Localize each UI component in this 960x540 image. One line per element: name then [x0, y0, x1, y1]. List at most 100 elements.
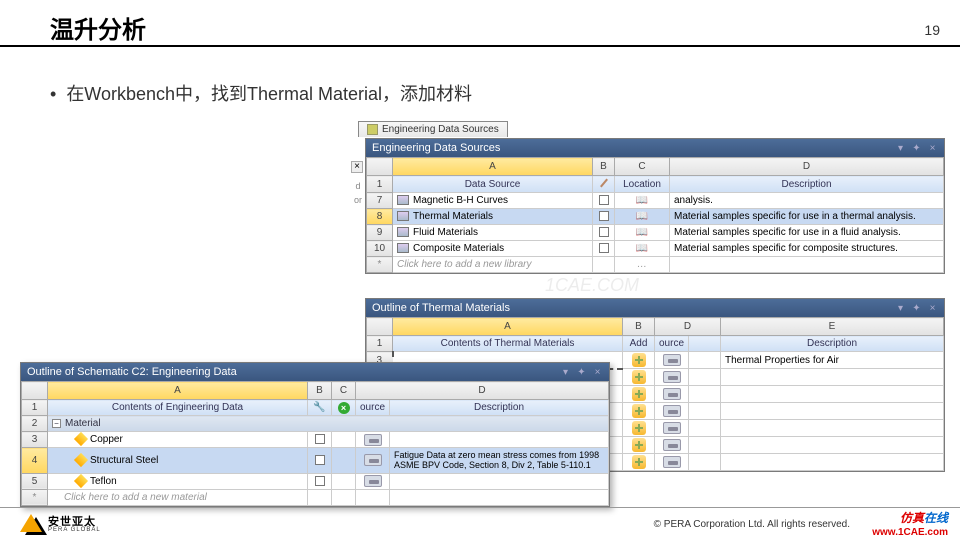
material-icon — [74, 474, 88, 488]
checkbox[interactable] — [315, 476, 325, 486]
add-icon[interactable] — [632, 455, 646, 469]
bullet-dot: • — [50, 84, 56, 105]
watermark-brand: 仿真在线 — [900, 509, 948, 526]
hdr-source: ource — [655, 336, 689, 352]
logo-triangle-icon — [20, 514, 42, 532]
schematic-window: Outline of Schematic C2: Engineering Dat… — [20, 362, 610, 507]
slide-title: 温升分析 — [50, 10, 146, 45]
source-icon — [663, 456, 681, 468]
source-icon — [663, 422, 681, 434]
book-icon — [397, 243, 409, 253]
close-icon[interactable]: × — [351, 161, 363, 173]
footer-logo: 安世亚太 PERA GLOBAL — [20, 513, 101, 533]
source-icon — [663, 405, 681, 417]
col-a[interactable]: A — [48, 382, 308, 400]
col-b[interactable]: B — [308, 382, 332, 400]
source-icon — [364, 475, 382, 487]
col-d[interactable]: D — [356, 382, 609, 400]
bullet-line: • 在Workbench中，找到Thermal Material，添加材料 — [50, 80, 472, 106]
hdr-desc: Description — [390, 400, 609, 416]
checkbox[interactable] — [315, 455, 325, 465]
add-icon[interactable] — [632, 353, 646, 367]
col-e[interactable]: E — [721, 318, 944, 336]
sch-header: Outline of Schematic C2: Engineering Dat… — [21, 363, 609, 381]
eds-header: Engineering Data Sources ▾ ✦ × — [366, 139, 944, 157]
add-icon[interactable] — [632, 370, 646, 384]
eds-tab[interactable]: Engineering Data Sources — [358, 121, 508, 137]
page-number: 19 — [924, 22, 940, 38]
eds-row-10[interactable]: 10Composite Materials📖Material samples s… — [367, 241, 944, 257]
pin-icon[interactable]: ✦ — [911, 303, 922, 314]
add-material[interactable]: *Click here to add a new material — [22, 489, 609, 505]
book-icon — [397, 211, 409, 221]
checkbox[interactable] — [599, 195, 609, 205]
dropdown-icon[interactable]: ▾ — [895, 143, 906, 154]
otm-header: Outline of Thermal Materials ▾ ✦ × — [366, 299, 944, 317]
source-icon — [364, 454, 382, 466]
add-icon[interactable] — [632, 438, 646, 452]
source-icon — [663, 388, 681, 400]
eds-row-7[interactable]: 7Magnetic B-H Curves📖analysis. — [367, 193, 944, 209]
material-icon — [74, 453, 88, 467]
add-icon[interactable] — [632, 387, 646, 401]
copyright: © PERA Corporation Ltd. All rights reser… — [654, 519, 850, 530]
source-icon — [663, 371, 681, 383]
material-section[interactable]: 2−Material — [22, 416, 609, 432]
tab-icon — [367, 124, 378, 135]
hdr-desc: Description — [721, 336, 944, 352]
material-icon — [74, 432, 88, 446]
material-structural-steel[interactable]: 4Structural SteelFatigue Data at zero me… — [22, 448, 609, 474]
pencil-icon — [597, 177, 611, 191]
col-c[interactable]: C — [615, 158, 670, 176]
close-icon[interactable]: × — [592, 367, 603, 378]
eds-title: Engineering Data Sources — [372, 142, 500, 154]
col-a[interactable]: A — [393, 158, 593, 176]
close-icon[interactable]: × — [927, 143, 938, 154]
eds-row-9[interactable]: 9Fluid Materials📖Material samples specif… — [367, 225, 944, 241]
pin-icon[interactable]: ✦ — [576, 367, 587, 378]
watermark-url: www.1CAE.com — [872, 527, 948, 538]
col-d[interactable]: D — [655, 318, 721, 336]
dropdown-icon[interactable]: ▾ — [560, 367, 571, 378]
eds-add-library[interactable]: *Click here to add a new library… — [367, 257, 944, 273]
hdr-contents: Contents of Thermal Materials — [393, 336, 623, 352]
delete-icon[interactable]: × — [338, 402, 350, 414]
collapse-icon[interactable]: − — [52, 419, 61, 428]
book-icon — [397, 227, 409, 237]
otm-title: Outline of Thermal Materials — [372, 302, 510, 314]
material-copper[interactable]: 3Copper — [22, 432, 609, 448]
add-icon[interactable] — [632, 404, 646, 418]
eds-window: Engineering Data Sources × dor Engineeri… — [365, 138, 945, 274]
bullet-text: 在Workbench中，找到Thermal Material，添加材料 — [66, 84, 472, 104]
col-b[interactable]: B — [593, 158, 615, 176]
eds-row-8-thermal[interactable]: 8Thermal Materials📖Material samples spec… — [367, 209, 944, 225]
checkbox[interactable] — [599, 211, 609, 221]
checkbox[interactable] — [599, 227, 609, 237]
source-icon — [364, 434, 382, 446]
logo-text-en: PERA GLOBAL — [48, 527, 101, 533]
checkbox[interactable] — [599, 243, 609, 253]
hdr-add: Add — [623, 336, 655, 352]
hdr-contents: Contents of Engineering Data — [48, 400, 308, 416]
source-icon — [663, 439, 681, 451]
watermark-ghost: 1CAE.COM — [545, 275, 639, 296]
eds-grid: ABCD 1Data SourceLocationDescription 7Ma… — [366, 157, 944, 273]
dropdown-icon[interactable]: ▾ — [895, 303, 906, 314]
title-rule — [0, 45, 960, 47]
sch-title: Outline of Schematic C2: Engineering Dat… — [27, 366, 237, 378]
footer-rule — [0, 507, 960, 508]
col-c[interactable]: C — [332, 382, 356, 400]
sch-grid: ABCD 1Contents of Engineering Data🔧×ourc… — [21, 381, 609, 506]
book-icon — [397, 195, 409, 205]
material-teflon[interactable]: 5Teflon — [22, 473, 609, 489]
col-a[interactable]: A — [393, 318, 623, 336]
hdr-location: Location — [615, 176, 670, 193]
hdr-desc: Description — [670, 176, 944, 193]
col-b[interactable]: B — [623, 318, 655, 336]
add-icon[interactable] — [632, 421, 646, 435]
checkbox[interactable] — [315, 434, 325, 444]
source-icon — [663, 354, 681, 366]
pin-icon[interactable]: ✦ — [911, 143, 922, 154]
col-d[interactable]: D — [670, 158, 944, 176]
close-icon[interactable]: × — [927, 303, 938, 314]
